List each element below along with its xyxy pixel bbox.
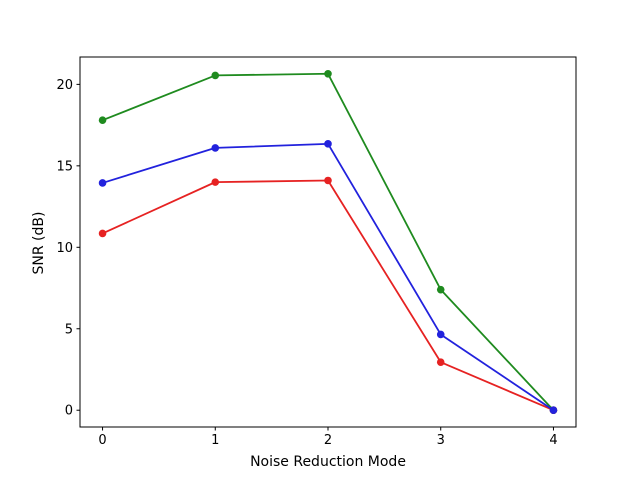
series-green-marker: [436, 285, 445, 294]
y-tick-label: 20: [56, 78, 73, 93]
x-tick-label: 4: [549, 433, 557, 448]
series-green-marker: [211, 71, 220, 80]
x-tick-label: 3: [437, 433, 445, 448]
y-tick-label: 0: [65, 404, 73, 419]
series-blue-marker: [549, 406, 558, 415]
series-red-marker: [324, 176, 332, 185]
x-axis-label: Noise Reduction Mode: [250, 454, 406, 470]
series-green-marker: [324, 69, 332, 78]
series-blue-marker: [324, 140, 332, 148]
x-tick-label: 1: [211, 433, 219, 448]
x-tick-label: 2: [324, 433, 332, 448]
plot-area: [80, 57, 576, 427]
y-tick-label: 15: [56, 159, 73, 174]
series-blue-marker: [211, 144, 220, 152]
y-tick-label: 5: [65, 322, 73, 337]
series-red-marker: [436, 358, 445, 366]
series-blue-marker: [98, 179, 107, 187]
series-red-marker: [98, 229, 107, 238]
series-green-marker: [98, 116, 107, 125]
series-red-marker: [211, 178, 220, 186]
y-axis-label: SNR (dB): [31, 211, 47, 275]
y-tick-label: 10: [56, 241, 73, 256]
x-tick-label: 0: [98, 433, 106, 448]
series-blue-marker: [436, 330, 445, 339]
